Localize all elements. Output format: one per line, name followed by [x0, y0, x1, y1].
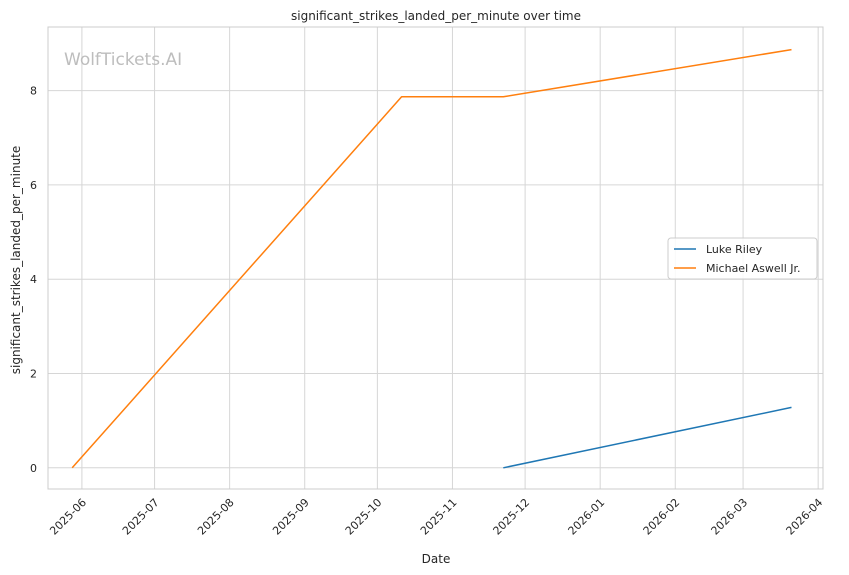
series-line	[503, 406, 792, 469]
x-tick-label: 2025-09	[270, 496, 312, 538]
x-tick-label: 2025-08	[195, 496, 237, 538]
y-axis-title: significant_strikes_landed_per_minute	[9, 146, 23, 375]
plot-area	[47, 26, 824, 490]
chart-title: significant_strikes_landed_per_minute ov…	[291, 9, 581, 23]
x-axis-title: Date	[422, 552, 451, 566]
x-tick-label: 2025-06	[47, 496, 89, 538]
x-tick-label: 2025-12	[491, 496, 533, 538]
x-tick-label: 2025-11	[418, 496, 460, 538]
y-tick-labels: 0 2 4 6 8	[30, 85, 37, 475]
x-tick-label: 2026-02	[641, 496, 683, 538]
series-line	[71, 48, 792, 469]
legend-entry: Michael Aswell Jr.	[706, 262, 801, 275]
y-tick-label: 0	[30, 462, 37, 475]
series-lines	[71, 48, 792, 469]
x-tick-labels: 2025-06 2025-07 2025-08 2025-09 2025-10 2025-…	[47, 496, 825, 538]
y-tick-label: 2	[30, 368, 37, 381]
watermark-text: WolfTickets.AI	[64, 50, 182, 70]
y-tick-label: 8	[30, 85, 37, 98]
x-tick-label: 2026-03	[709, 496, 751, 538]
y-tick-label: 4	[30, 273, 37, 286]
x-tick-label: 2025-10	[343, 496, 385, 538]
y-tick-label: 6	[30, 179, 37, 192]
legend-frame	[667, 237, 818, 280]
legend-entry: Luke Riley	[706, 243, 763, 256]
legend: Luke Riley Michael Aswell Jr.	[667, 237, 818, 280]
x-tick-label: 2026-01	[566, 496, 608, 538]
x-tick-label: 2026-04	[784, 496, 826, 538]
x-tick-label: 2025-07	[120, 496, 162, 538]
